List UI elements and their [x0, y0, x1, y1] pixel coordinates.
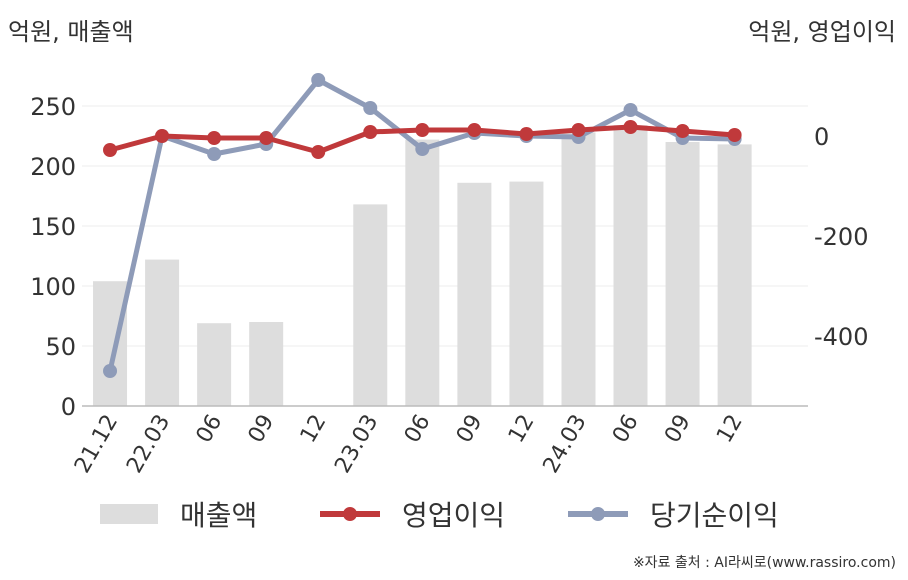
left-tick-label: 100	[30, 273, 76, 301]
legend-swatch-net-income	[568, 507, 628, 521]
x-tick-label: 06	[608, 411, 644, 448]
bar-revenue	[197, 323, 232, 406]
data-point	[727, 128, 742, 142]
data-point	[675, 124, 690, 138]
right-axis-ticks: 0 -200 -400	[814, 123, 868, 351]
x-tick-label: 22.03	[122, 411, 175, 478]
left-tick-label: 50	[45, 333, 76, 361]
x-tick-label: 06	[192, 411, 228, 448]
data-point	[363, 101, 378, 115]
right-axis-unit: 억원, 영업이익	[748, 18, 896, 46]
legend-swatch-operating-profit	[320, 507, 380, 521]
data-point	[155, 129, 170, 143]
x-tick-label: 12	[712, 411, 748, 448]
profit-lines	[103, 73, 742, 378]
bar-revenue	[405, 139, 440, 406]
data-point	[623, 103, 638, 117]
data-point	[207, 147, 222, 161]
legend-swatch-revenue	[100, 504, 158, 524]
data-point	[415, 123, 430, 137]
bar-revenue	[613, 125, 648, 406]
bar-revenue	[457, 182, 492, 406]
right-tick-label: 0	[814, 123, 829, 151]
x-tick-label: 12	[504, 411, 540, 448]
legend-label-operating-profit: 영업이익	[402, 499, 506, 532]
legend: 매출액 영업이익 당기순이익	[0, 492, 908, 536]
data-point	[207, 131, 222, 145]
x-tick-label: 21.12	[70, 411, 123, 478]
right-tick-label: -400	[814, 323, 868, 351]
revenue-bars	[93, 125, 752, 406]
data-point	[519, 127, 534, 141]
data-point	[363, 125, 378, 139]
x-tick-label: 09	[660, 411, 696, 448]
source-note: ※자료 출처 : AI라씨로(www.rassiro.com)	[632, 555, 896, 571]
x-tick-label: 12	[296, 411, 332, 448]
x-tick-label: 06	[400, 411, 436, 448]
bar-revenue	[717, 144, 752, 406]
bar-revenue	[93, 281, 128, 406]
right-tick-label: -200	[814, 223, 868, 251]
data-point	[623, 120, 638, 134]
x-tick-label: 09	[244, 411, 280, 448]
data-point	[467, 123, 482, 137]
x-tick-label: 24.03	[539, 411, 592, 478]
legend-item-net-income: 당기순이익	[566, 492, 779, 536]
left-tick-label: 150	[30, 213, 76, 241]
bar-revenue	[353, 204, 388, 406]
bar-revenue	[561, 132, 596, 406]
data-point	[311, 73, 326, 87]
legend-item-revenue: 매출액	[100, 492, 257, 536]
data-point	[415, 142, 430, 156]
left-tick-label: 0	[61, 393, 76, 421]
legend-item-operating-profit: 영업이익	[318, 492, 505, 536]
x-tick-label: 09	[452, 411, 488, 448]
left-axis-unit: 억원, 매출액	[8, 18, 134, 46]
data-point	[311, 145, 326, 159]
x-tick-label: 23.03	[330, 411, 383, 478]
left-tick-label: 250	[30, 93, 76, 121]
bar-revenue	[249, 322, 284, 406]
bar-revenue	[509, 181, 544, 406]
data-point	[259, 131, 274, 145]
data-point	[103, 364, 118, 378]
legend-label-net-income: 당기순이익	[650, 499, 779, 532]
data-point	[103, 143, 118, 157]
data-point	[571, 123, 586, 137]
legend-label-revenue: 매출액	[180, 499, 258, 532]
left-tick-label: 200	[30, 153, 76, 181]
left-axis-ticks: 0 50 100 150 200 250	[30, 93, 76, 421]
bar-revenue	[145, 259, 180, 406]
bar-revenue	[665, 142, 700, 406]
